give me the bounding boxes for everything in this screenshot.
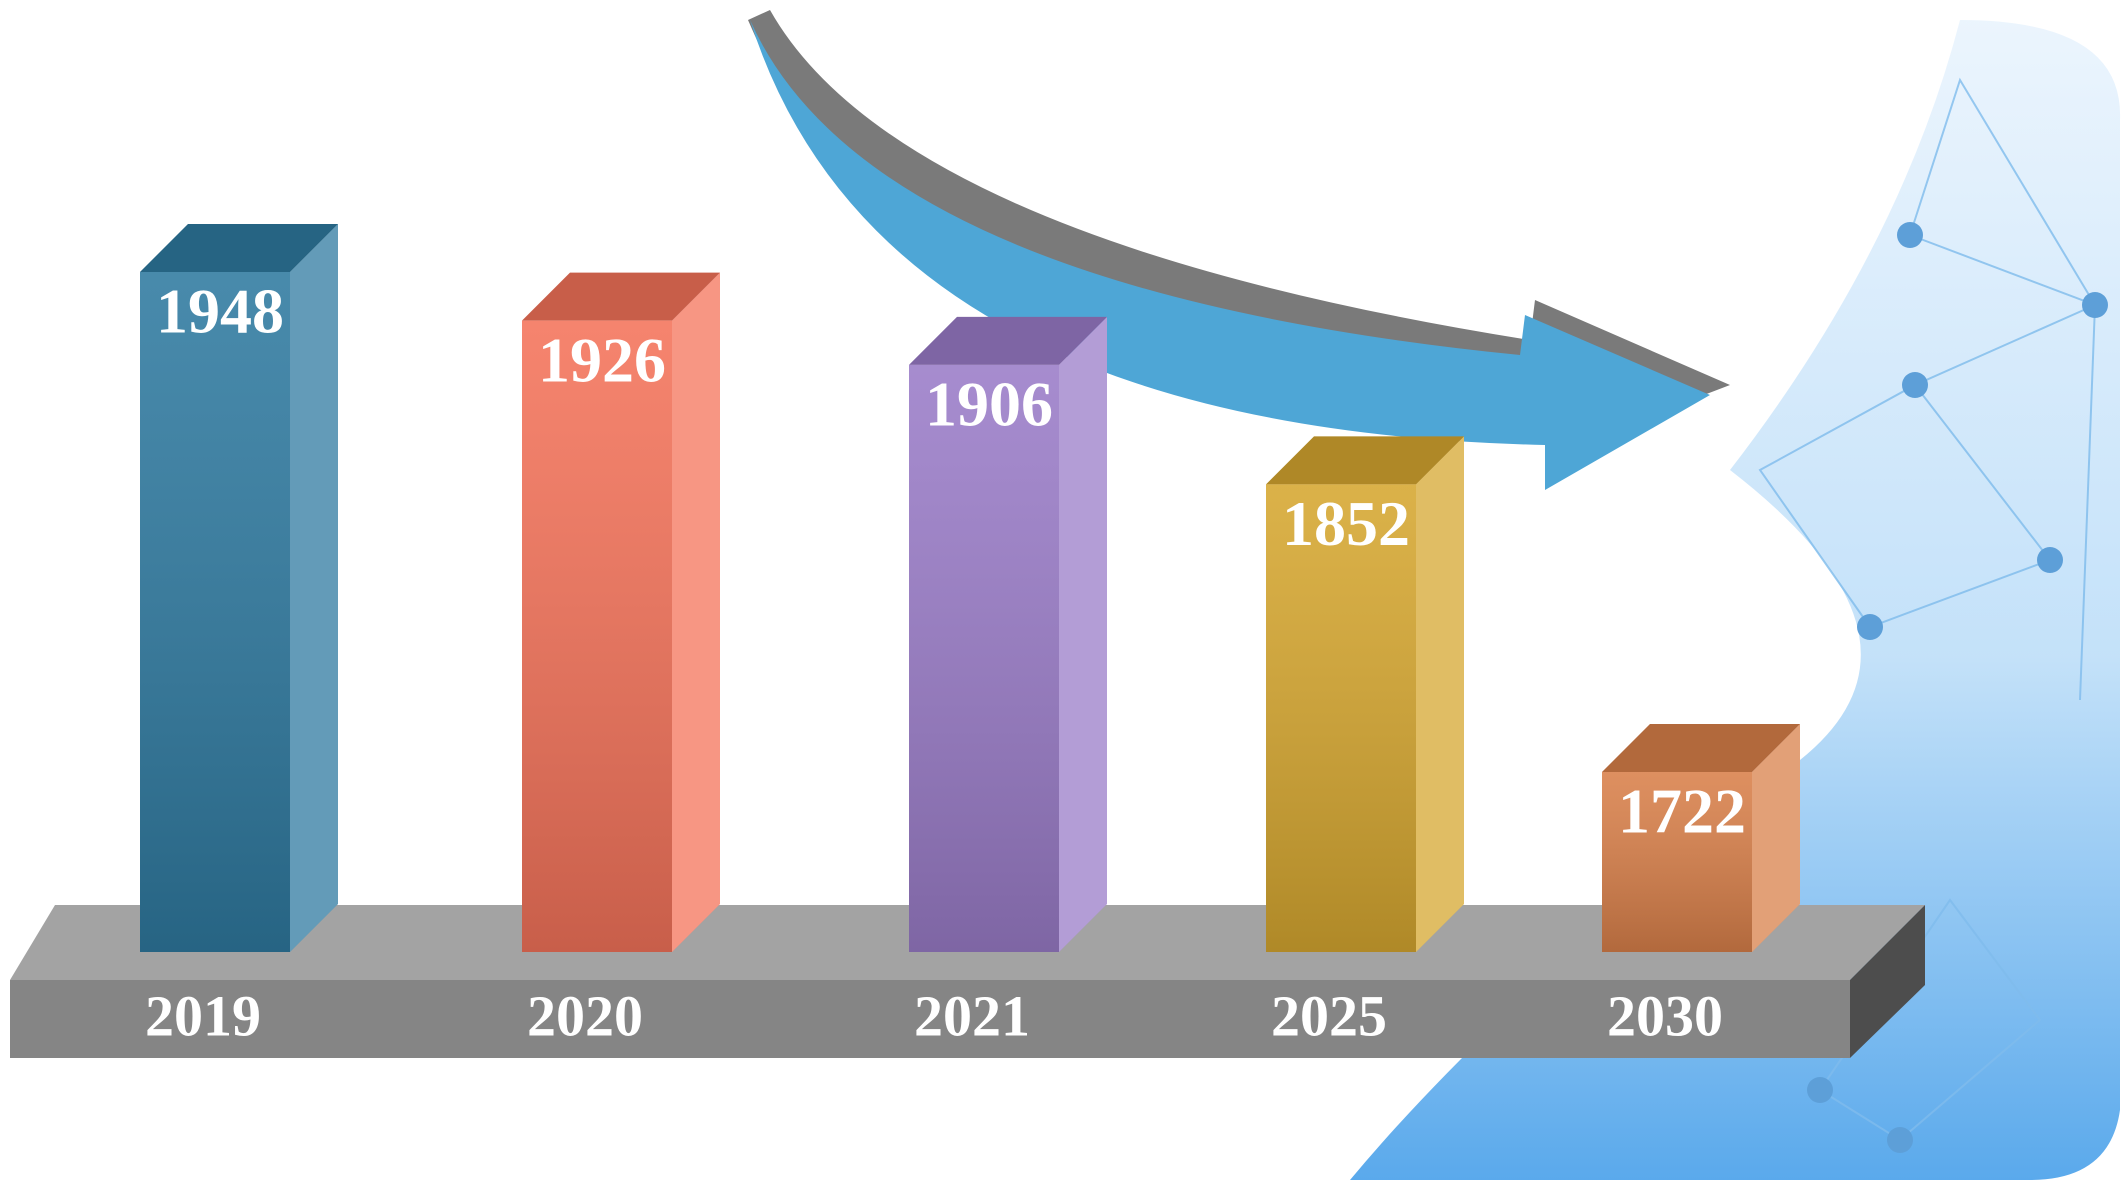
x-tick-label: 2020 [527,983,643,1048]
bar-top-shade [140,224,338,272]
bar-side [290,224,338,952]
bar-side-highlight [290,224,338,952]
bar-top-shade [909,316,1107,365]
bar-top [140,224,338,272]
value-label: 1926 [538,324,666,395]
bar-top [1602,724,1800,772]
bar-side [1416,436,1464,952]
bar-shade [909,364,1059,952]
bar-side-highlight [672,272,720,952]
value-label: 1906 [925,369,1053,440]
bar-side [1059,316,1107,952]
trend-arrow [748,10,1730,490]
bar-top [1266,436,1464,485]
bar-side-highlight [1416,436,1464,952]
bar-top [522,272,720,321]
bar-shade [522,320,672,952]
bar-side-highlight [1752,724,1800,952]
bar-side [1752,724,1800,952]
x-tick-label: 2019 [145,983,261,1048]
bar-shade [140,272,290,952]
bar-top-shade [522,272,720,321]
x-tick-label: 2021 [914,983,1030,1048]
bar-top-shade [1602,724,1800,772]
bar-top-shade [1266,436,1464,485]
bar-shade [1602,772,1752,952]
bar-side-highlight [1059,316,1107,952]
value-label: 1852 [1282,488,1410,559]
background-decoration [1350,20,2121,1180]
bar-side [672,272,720,952]
value-label: 1948 [156,276,284,347]
x-tick-label: 2030 [1607,983,1723,1048]
value-label: 1722 [1618,776,1746,847]
bar-shade [1266,484,1416,952]
bar-top [909,316,1107,365]
x-tick-label: 2025 [1271,983,1387,1048]
